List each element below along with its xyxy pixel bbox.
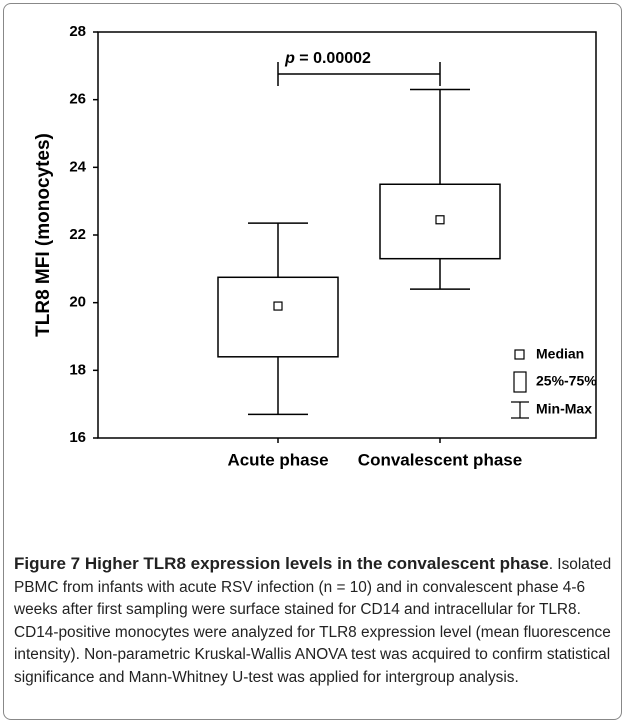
y-tick-label: 22 [69,226,86,243]
figure-frame [3,3,622,720]
y-tick-label: 20 [69,294,86,311]
x-tick-label: Convalescent phase [358,450,522,469]
legend-median-icon [514,349,525,360]
chart: TLR8 MFI (monocytes) 16 18 20 22 24 26 28 Acute… [33,23,597,470]
annotation-symbol: p [284,50,295,67]
y-tick-label: 16 [69,429,86,446]
y-tick-label: 24 [69,158,86,175]
median [273,301,283,311]
legend-label: Min-Max [536,401,592,417]
y-tick-label: 26 [69,91,86,108]
legend-label: 25%-75% [536,373,597,389]
annotation: p = 0.00002 [284,50,371,67]
y-tick-label: 28 [69,23,86,40]
box [217,276,339,358]
median [435,215,445,225]
x-tick-label: Acute phase [227,450,328,469]
annotation-text: = 0.00002 [299,50,371,67]
legend-label: Median [536,346,584,362]
caption-title: Figure 7 Higher TLR8 expression levels i… [14,554,549,573]
y-axis-label: TLR8 MFI (monocytes) [33,133,54,337]
y-tick-label: 18 [69,361,86,378]
caption-text: . Isolated PBMC from infants with acute … [14,556,612,686]
caption: Figure 7 Higher TLR8 expression levels i… [14,553,614,690]
legend-box-icon [513,371,527,393]
